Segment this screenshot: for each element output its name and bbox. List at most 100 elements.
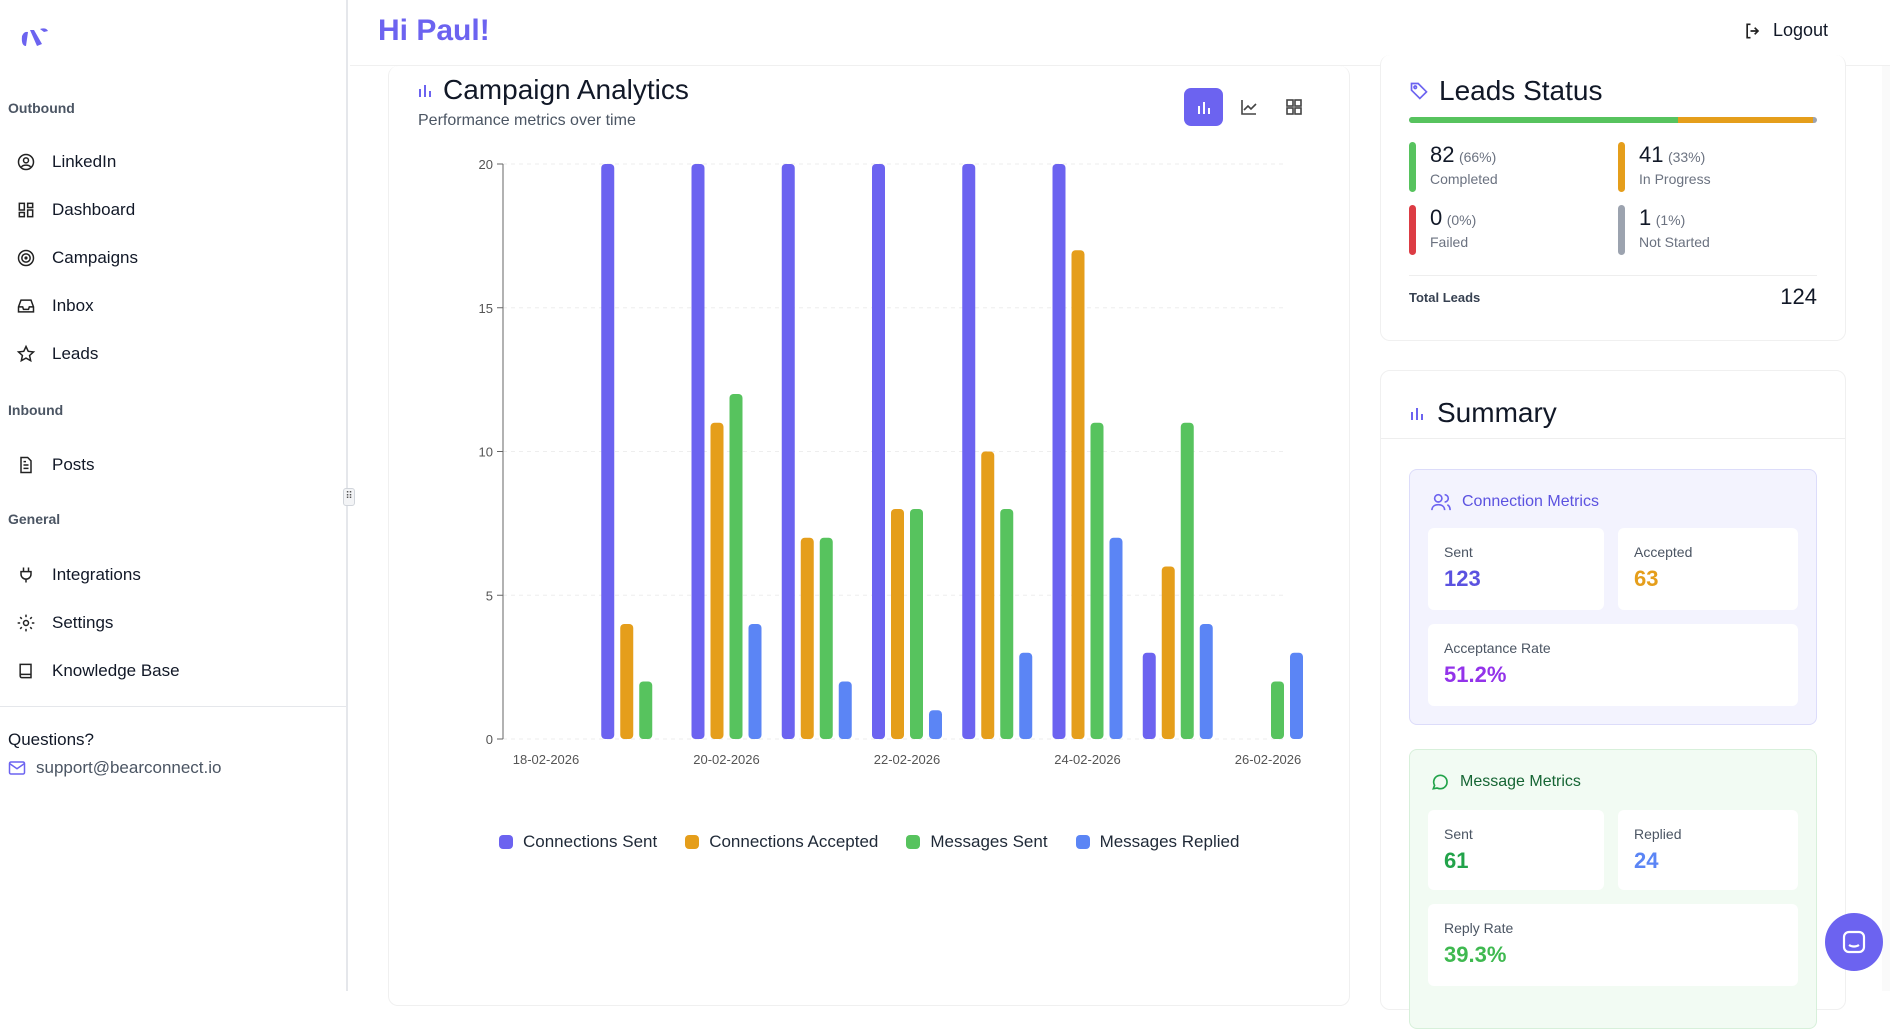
- bar-messages-replied: [929, 710, 942, 739]
- bar-messages-sent: [639, 681, 653, 739]
- inbox-icon: [17, 299, 35, 313]
- sidebar-divider: [0, 706, 348, 707]
- sidebar-item-integrations[interactable]: Integrations: [16, 565, 141, 585]
- gear-icon: [17, 614, 35, 632]
- leads-progress-bar: [1409, 117, 1817, 123]
- chat-icon: [1842, 930, 1866, 954]
- bar-connections-sent: [872, 164, 885, 739]
- bar-connections-accepted: [891, 509, 904, 739]
- sidebar-item-linkedin[interactable]: LinkedIn: [16, 152, 116, 172]
- sidebar: Outbound LinkedIn Dashboard Campaigns In…: [0, 0, 348, 991]
- legend-messages-replied[interactable]: Messages Replied: [1075, 832, 1239, 852]
- stat-in-progress: 41 (33%) In Progress: [1618, 142, 1711, 192]
- document-icon: [20, 456, 32, 474]
- bar-connections-sent: [962, 164, 976, 739]
- bar-messages-sent: [729, 394, 743, 739]
- connection-metrics: Connection Metrics Sent 123 Accepted 63 Ac…: [1409, 469, 1817, 725]
- bar-messages-sent: [910, 509, 923, 739]
- sidebar-resize-handle[interactable]: ⠿: [343, 488, 355, 506]
- leads-status-card: Leads Status 82 (66%) Completed 41 (33%) I…: [1380, 55, 1846, 341]
- mail-icon: [8, 761, 26, 775]
- bar-connections-accepted: [800, 537, 814, 739]
- support-email-link[interactable]: support@bearconnect.io: [8, 758, 221, 778]
- section-inbound: Inbound: [8, 402, 64, 418]
- bar-messages-replied: [838, 681, 852, 739]
- bar-chart: 0 5 10 15 20 18-02-2026 20-02-2026 22-02-2026 24…: [479, 157, 1303, 767]
- sidebar-item-campaigns[interactable]: Campaigns: [16, 248, 138, 268]
- sidebar-item-dashboard[interactable]: Dashboard: [16, 200, 135, 220]
- line-view-button[interactable]: [1229, 88, 1268, 126]
- bar-messages-replied: [748, 624, 762, 739]
- x-tick-label: 20-02-2026: [693, 752, 760, 767]
- tag-icon: [1410, 82, 1428, 100]
- bar-view-button[interactable]: [1184, 88, 1223, 126]
- line-chart-icon: [1240, 100, 1257, 115]
- users-icon: [1431, 493, 1451, 511]
- sidebar-item-leads[interactable]: Leads: [16, 344, 98, 364]
- bar-messages-sent: [819, 537, 833, 739]
- chat-widget-button[interactable]: [1825, 913, 1883, 971]
- y-tick-label: 15: [479, 301, 493, 316]
- plug-icon: [20, 567, 32, 583]
- stat-completed: 82 (66%) Completed: [1409, 142, 1498, 192]
- bar-connections-accepted: [1071, 250, 1085, 739]
- bar-messages-replied: [1290, 652, 1303, 739]
- summary-card: Summary Connection Metrics Sent 123 Accep…: [1380, 370, 1846, 1029]
- stat-failed: 0 (0%) Failed: [1409, 205, 1476, 255]
- bar-messages-sent: [1180, 422, 1194, 739]
- bar-connections-sent: [781, 164, 795, 739]
- header: Hi Paul! Logout: [350, 0, 1890, 66]
- logout-icon: [1746, 23, 1760, 38]
- x-tick-label: 22-02-2026: [874, 752, 941, 767]
- grid-icon: [1285, 99, 1302, 115]
- user-circle-icon: [17, 153, 35, 171]
- logout-button[interactable]: Logout: [1743, 20, 1828, 41]
- bar-messages-sent: [1090, 422, 1104, 739]
- sidebar-item-settings[interactable]: Settings: [16, 613, 113, 633]
- y-tick-label: 5: [486, 588, 493, 603]
- sidebar-item-inbox[interactable]: Inbox: [16, 296, 94, 316]
- bar-chart-icon: [419, 85, 431, 97]
- target-icon: [17, 249, 35, 267]
- bar-messages-sent: [1000, 509, 1014, 739]
- logo[interactable]: [16, 22, 56, 57]
- grid-icon: [18, 202, 34, 218]
- bar-connections-sent: [691, 164, 705, 739]
- bar-messages-replied: [1019, 652, 1033, 739]
- analytics-subtitle: Performance metrics over time: [418, 112, 636, 129]
- questions-label: Questions?: [8, 730, 94, 749]
- bar-connections-sent: [601, 164, 615, 739]
- grid-view-button[interactable]: [1274, 88, 1313, 126]
- section-outbound: Outbound: [8, 100, 75, 116]
- sidebar-item-knowledge-base[interactable]: Knowledge Base: [16, 661, 180, 681]
- analytics-title: Campaign Analytics: [443, 74, 689, 105]
- chart-legend: Connections Sent Connections Accepted Me…: [499, 832, 1239, 852]
- y-tick-label: 20: [479, 157, 493, 172]
- bar-connections-accepted: [981, 451, 995, 739]
- bar-messages-replied: [1199, 624, 1213, 739]
- x-tick-label: 24-02-2026: [1054, 752, 1121, 767]
- bar-messages-sent: [1271, 681, 1284, 739]
- y-tick-label: 0: [486, 732, 493, 747]
- campaign-analytics-card: Campaign Analytics Performance metrics o…: [388, 66, 1350, 1006]
- legend-connections-accepted[interactable]: Connections Accepted: [685, 832, 878, 852]
- y-tick-label: 10: [479, 445, 493, 460]
- x-tick-label: 18-02-2026: [513, 752, 580, 767]
- total-leads: Total Leads 124: [1409, 275, 1817, 310]
- bar-connections-accepted: [620, 624, 634, 739]
- bar-chart-icon: [1411, 408, 1423, 420]
- bar-connections-accepted: [710, 422, 724, 739]
- legend-connections-sent[interactable]: Connections Sent: [499, 832, 657, 852]
- bar-messages-replied: [1109, 537, 1123, 739]
- bar-chart-icon: [1197, 102, 1210, 114]
- page-scrollbar[interactable]: [1882, 66, 1890, 991]
- message-metrics: Message Metrics Sent 61 Replied 24 Reply R…: [1409, 749, 1817, 1029]
- stat-not-started: 1 (1%) Not Started: [1618, 205, 1710, 255]
- book-icon: [19, 663, 32, 679]
- x-tick-label: 26-02-2026: [1235, 752, 1302, 767]
- sidebar-item-posts[interactable]: Posts: [16, 455, 95, 475]
- legend-messages-sent[interactable]: Messages Sent: [906, 832, 1048, 852]
- star-icon: [16, 344, 36, 363]
- bar-connections-accepted: [1161, 566, 1175, 739]
- greeting: Hi Paul!: [378, 14, 490, 47]
